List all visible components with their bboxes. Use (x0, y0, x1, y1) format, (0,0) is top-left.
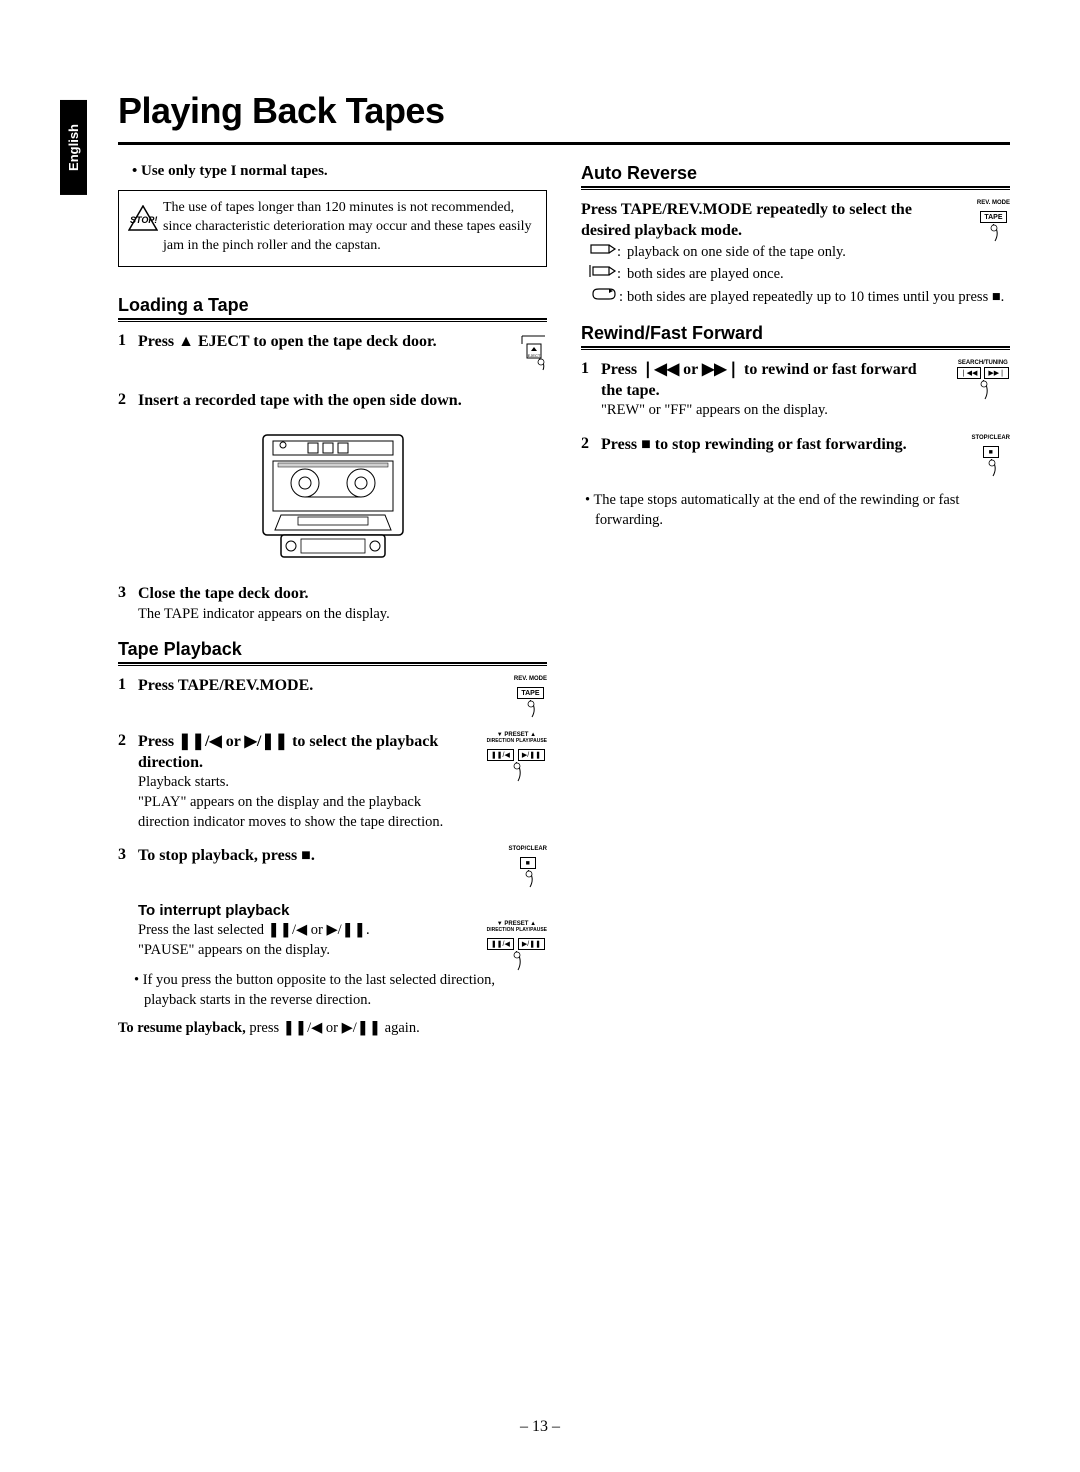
step-number: 2 (118, 732, 138, 750)
svg-text:EJECT: EJECT (528, 353, 541, 358)
step-number: 2 (118, 391, 138, 409)
step-number: 3 (118, 846, 138, 864)
mode-list: : playback on one side of the tape only.… (589, 242, 1010, 307)
playback-step-3: 3 To stop playback, press ■. STOP/CLEAR … (118, 846, 547, 888)
section-rule (581, 346, 1010, 350)
eject-button-diagram: EJECT (487, 332, 547, 377)
stop-warning-text: The use of tapes longer than 120 minutes… (163, 200, 532, 253)
step-number: 1 (118, 332, 138, 350)
playback-step-2: 2 Press ❚❚/◀ or ▶/❚❚ to select the playb… (118, 732, 547, 832)
loading-heading: Loading a Tape (118, 295, 547, 316)
auto-reverse-title: Press TAPE/REV.MODE repeatedly to select… (581, 200, 950, 242)
mode-one-side-icon: : (589, 242, 627, 262)
language-tab: English (60, 100, 87, 195)
section-rule (118, 662, 547, 666)
playback-step-1: 1 Press TAPE/REV.MODE. REV. MODE TAPE (118, 676, 547, 718)
rewind-step-1: 1 Press ❘◀◀ or ▶▶❘ to rewind or fast for… (581, 360, 1010, 421)
loading-step-1: 1 Press ▲ EJECT to open the tape deck do… (118, 332, 547, 377)
mode-text: both sides are played once. (627, 264, 1010, 284)
step-text: The TAPE indicator appears on the displa… (138, 605, 547, 625)
direction-button-diagram: ▼ PRESET ▲ DIRECTION❚❚/◀ PLAY/PAUSE▶/❚❚ (469, 732, 547, 782)
step-title: Insert a recorded tape with the open sid… (138, 391, 547, 412)
auto-reverse-heading: Auto Reverse (581, 163, 1010, 184)
mode-text: playback on one side of the tape only. (627, 242, 1010, 262)
rewind-heading: Rewind/Fast Forward (581, 323, 1010, 344)
tape-button-diagram: REV. MODE TAPE (487, 676, 547, 718)
playback-heading: Tape Playback (118, 639, 547, 660)
interrupt-heading: To interrupt playback (138, 902, 547, 919)
tape-button-diagram-2: REV. MODE TAPE (950, 200, 1010, 242)
top-note: • Use only type I normal tapes. (132, 163, 547, 180)
step-number: 1 (581, 360, 601, 378)
loading-step-2: 2 Insert a recorded tape with the open s… (118, 391, 547, 412)
step-title: Press ❚❚/◀ or ▶/❚❚ to select the playbac… (138, 732, 469, 774)
stop-warning-box: STOP! The use of tapes longer than 120 m… (118, 190, 547, 267)
rewind-step-2: 2 Press ■ to stop rewinding or fast forw… (581, 435, 1010, 477)
column-left: • Use only type I normal tapes. STOP! Th… (118, 163, 547, 1037)
step-title: Press ▲ EJECT to open the tape deck door… (138, 332, 487, 353)
column-right: Auto Reverse Press TAPE/REV.MODE repeate… (581, 163, 1010, 1037)
stop-button-diagram: STOP/CLEAR ■ (487, 846, 547, 888)
mode-repeat-icon: : (589, 287, 627, 307)
section-rule (581, 186, 1010, 190)
page-number: – 13 – (0, 1418, 1080, 1436)
section-rule (118, 318, 547, 322)
step-number: 1 (118, 676, 138, 694)
step-title: To stop playback, press ■. (138, 846, 487, 867)
step-title: Press ■ to stop rewinding or fast forwar… (601, 435, 950, 456)
stop-icon: STOP! (125, 205, 161, 231)
stop-button-diagram-2: STOP/CLEAR ■ (950, 435, 1010, 477)
step-title: Press ❘◀◀ or ▶▶❘ to rewind or fast forwa… (601, 360, 932, 402)
step-title: Press TAPE/REV.MODE. (138, 676, 487, 697)
step-text: "REW" or "FF" appears on the display. (601, 401, 932, 421)
interrupt-note: • If you press the button opposite to th… (134, 971, 547, 1010)
rewind-note: • The tape stops automatically at the en… (585, 491, 1010, 530)
mode-text: both sides are played repeatedly up to 1… (627, 287, 1010, 307)
search-button-diagram: SEARCH/TUNING ❘◀◀ ▶▶❘ (932, 360, 1010, 400)
step-number: 3 (118, 584, 138, 602)
content-columns: • Use only type I normal tapes. STOP! Th… (118, 163, 1010, 1037)
title-rule (118, 142, 1010, 145)
tape-deck-diagram (118, 425, 547, 570)
step-text: Playback starts. "PLAY" appears on the d… (138, 773, 469, 832)
direction-button-diagram-2: ▼ PRESET ▲ DIRECTION❚❚/◀ PLAY/PAUSE▶/❚❚ (469, 921, 547, 971)
mode-both-once-icon: : (589, 264, 627, 284)
page-title: Playing Back Tapes (118, 90, 1010, 132)
interrupt-text: Press the last selected ❚❚/◀ or ▶/❚❚. "P… (138, 921, 469, 971)
resume-text: To resume playback, press ❚❚/◀ or ▶/❚❚ a… (118, 1020, 547, 1037)
loading-step-3: 3 Close the tape deck door. The TAPE ind… (118, 584, 547, 624)
step-number: 2 (581, 435, 601, 453)
step-title: Close the tape deck door. (138, 584, 547, 605)
